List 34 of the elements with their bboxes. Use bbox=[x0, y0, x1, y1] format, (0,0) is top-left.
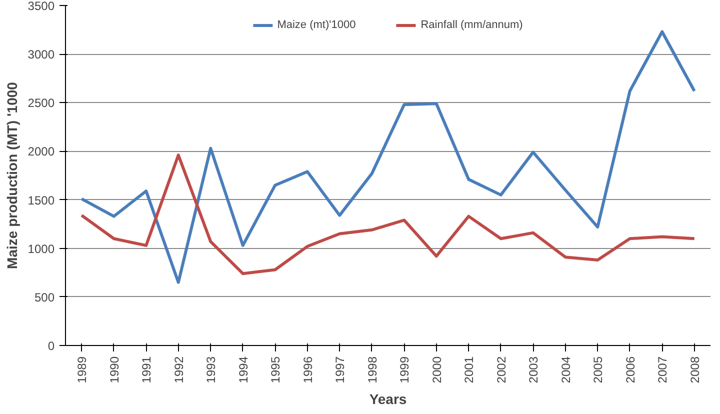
y-axis-title: Maize production (MT) '1000 bbox=[4, 82, 20, 269]
x-tick-label: 2005 bbox=[591, 356, 606, 384]
x-tick-label: 2006 bbox=[623, 356, 638, 384]
x-tick-label: 1992 bbox=[172, 356, 186, 384]
legend-label: Rainfall (mm/annum) bbox=[420, 19, 523, 31]
x-tick-label: 2004 bbox=[558, 356, 573, 384]
x-tick-label: 2003 bbox=[526, 356, 541, 384]
x-tick-label: 1995 bbox=[268, 356, 283, 384]
x-tick-label: 1990 bbox=[107, 356, 122, 384]
x-tick-label: 1998 bbox=[365, 356, 380, 384]
legend-label: Maize (mt)'1000 bbox=[277, 19, 356, 31]
x-tick-label: 2007 bbox=[656, 356, 670, 384]
x-tick-label: 1996 bbox=[300, 356, 315, 384]
y-tick-label: 3000 bbox=[28, 48, 55, 62]
y-tick-label: 500 bbox=[34, 290, 55, 304]
y-tick-label: 2000 bbox=[28, 144, 55, 159]
y-tick-label: 1500 bbox=[28, 193, 55, 208]
x-tick-label: 1993 bbox=[204, 356, 218, 384]
x-tick-label: 2008 bbox=[688, 356, 702, 384]
y-tick-label: 3500 bbox=[28, 0, 55, 13]
x-axis-title: Years bbox=[369, 391, 407, 408]
x-tick-label: 1999 bbox=[398, 356, 412, 384]
y-tick-label: 1000 bbox=[28, 242, 55, 256]
line-series bbox=[80, 30, 696, 284]
y-tick-label: 0 bbox=[48, 339, 55, 353]
line-series bbox=[80, 154, 696, 276]
y-tick-label: 2500 bbox=[28, 96, 55, 110]
x-tick-label: 2000 bbox=[430, 356, 444, 384]
x-tick-label: 1994 bbox=[236, 356, 250, 384]
x-tick-label: 1989 bbox=[75, 356, 90, 384]
x-tick-label: 2001 bbox=[462, 356, 476, 384]
x-tick-label: 2002 bbox=[494, 356, 508, 384]
x-tick-label: 1991 bbox=[140, 356, 154, 384]
x-tick-label: 1997 bbox=[333, 356, 348, 384]
